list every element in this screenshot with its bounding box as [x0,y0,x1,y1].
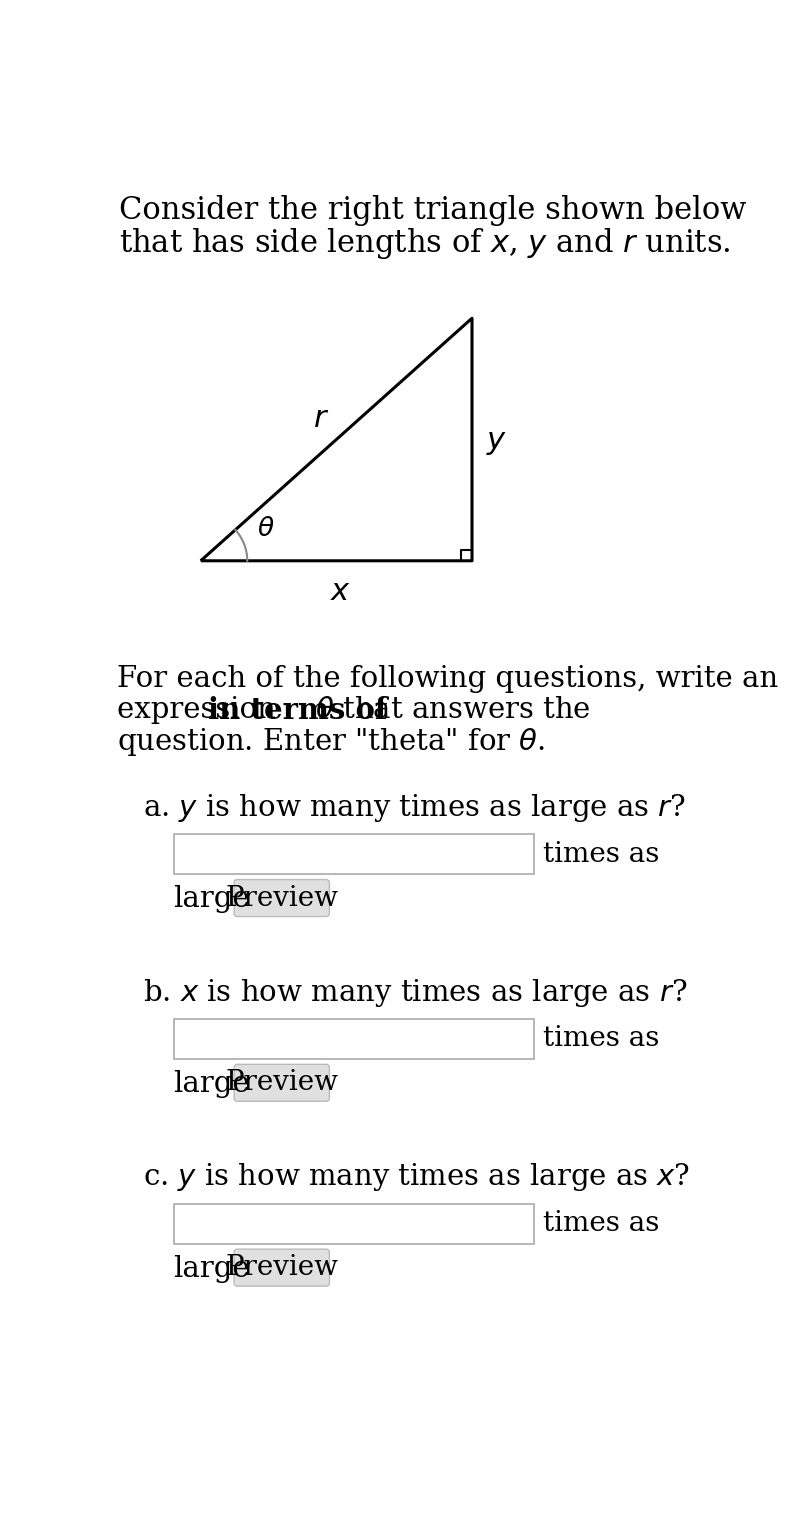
Text: $r$: $r$ [313,402,329,434]
Bar [174,1203,534,1243]
FancyBboxPatch shape [234,1249,330,1286]
Text: $\theta$: $\theta$ [257,515,274,541]
Text: in terms of: in terms of [209,696,388,725]
Text: Preview: Preview [226,1254,338,1281]
Text: For each of the following questions, write an: For each of the following questions, wri… [117,665,778,693]
Text: that has side lengths of $x$, $y$ and $r$ units.: that has side lengths of $x$, $y$ and $r… [119,226,731,261]
Text: $x$: $x$ [330,576,350,607]
Text: Preview: Preview [226,1069,338,1096]
Text: times as: times as [543,841,660,867]
Text: times as: times as [543,1211,660,1237]
Text: large: large [174,885,250,913]
Bar [174,1018,534,1060]
Text: times as: times as [543,1026,660,1052]
Text: expression: expression [117,696,285,723]
Text: a. $y$ is how many times as large as $r$?: a. $y$ is how many times as large as $r$… [142,792,686,824]
Text: $\theta$ that answers the: $\theta$ that answers the [306,696,591,723]
Text: large: large [174,1070,250,1098]
FancyBboxPatch shape [234,1064,330,1101]
Text: c. $y$ is how many times as large as $x$?: c. $y$ is how many times as large as $x$… [142,1162,690,1193]
Text: question. Enter "theta" for $\theta$.: question. Enter "theta" for $\theta$. [117,726,546,758]
Text: b. $x$ is how many times as large as $r$?: b. $x$ is how many times as large as $r$… [142,977,687,1009]
Text: large: large [174,1255,250,1283]
Bar [174,835,534,875]
Text: Consider the right triangle shown below: Consider the right triangle shown below [119,196,746,226]
Text: Preview: Preview [226,885,338,911]
Text: $y$: $y$ [486,427,507,457]
FancyBboxPatch shape [234,879,330,916]
